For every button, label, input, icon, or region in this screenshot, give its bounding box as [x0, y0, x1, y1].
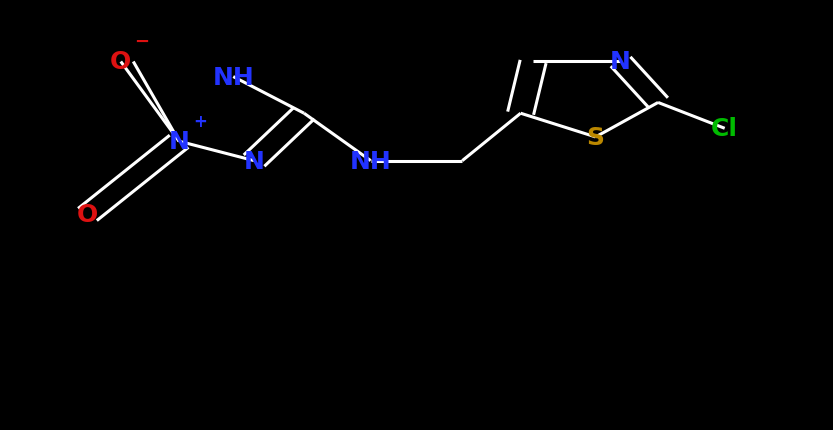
- Text: S: S: [586, 126, 605, 150]
- Text: −: −: [134, 33, 149, 51]
- Text: N: N: [168, 130, 190, 154]
- Text: O: O: [77, 203, 98, 227]
- Text: O: O: [110, 50, 132, 74]
- Text: NH: NH: [212, 65, 254, 89]
- Text: NH: NH: [350, 149, 392, 173]
- Text: N: N: [243, 149, 265, 173]
- Text: +: +: [193, 112, 207, 130]
- Text: Cl: Cl: [711, 117, 738, 141]
- Text: N: N: [610, 50, 631, 74]
